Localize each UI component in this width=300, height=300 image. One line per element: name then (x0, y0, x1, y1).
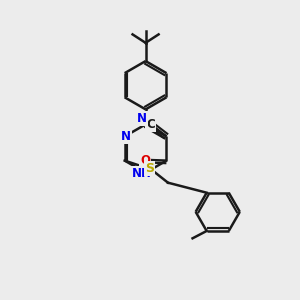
Text: N: N (121, 130, 131, 143)
Text: C: C (146, 118, 155, 131)
Text: O: O (140, 154, 150, 166)
Text: N: N (137, 112, 147, 125)
Text: NH: NH (131, 167, 152, 180)
Text: S: S (145, 162, 154, 175)
